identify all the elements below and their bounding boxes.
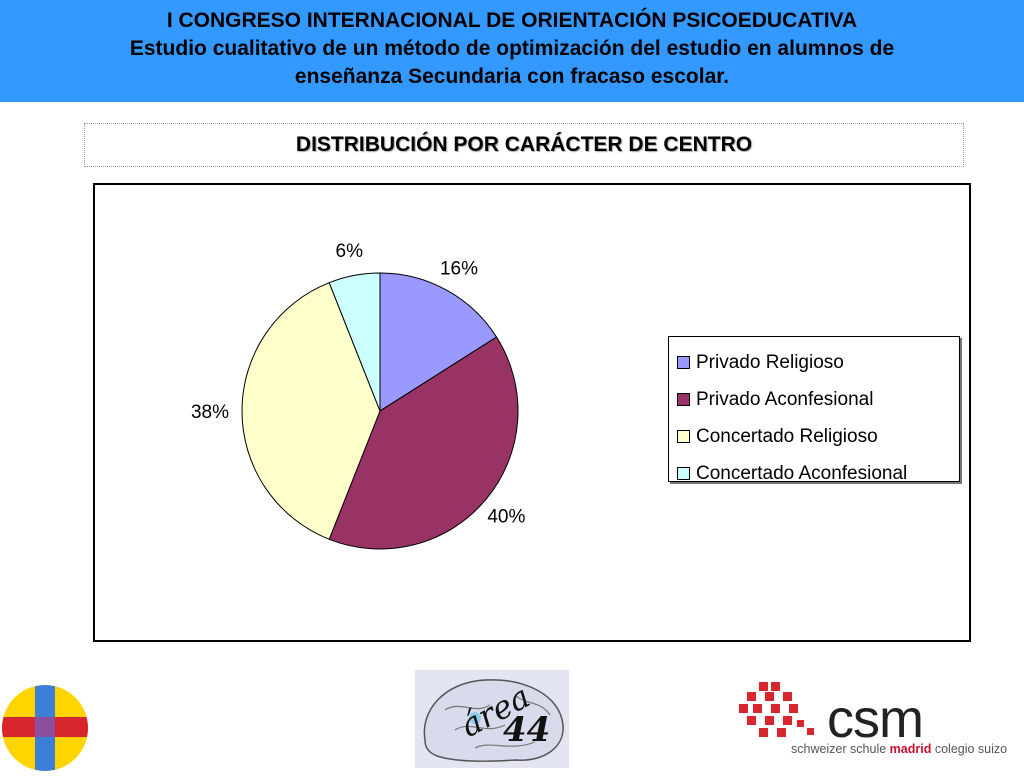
pie-slice — [379, 272, 498, 412]
legend-item: Concertado Aconfesional — [677, 455, 959, 492]
area44-logo: área 44 — [415, 670, 569, 768]
slice-label: 38% — [191, 402, 229, 423]
header-line-3: enseñanza Secundaria con fracaso escolar… — [294, 65, 730, 88]
legend-label: Privado Religioso — [696, 351, 844, 373]
csm-tag-pre: schweizer schule — [791, 742, 887, 756]
chart-title: DISTRIBUCIÓN POR CARÁCTER DE CENTRO — [295, 133, 753, 156]
csm-tag-highlight: madrid — [889, 742, 932, 756]
legend-item: Concertado Religioso — [677, 418, 959, 455]
legend-label: Concertado Religioso — [696, 425, 878, 447]
pie-slice — [328, 336, 519, 550]
header-line-1: I CONGRESO INTERNACIONAL DE ORIENTACIÓN … — [166, 9, 858, 32]
legend-swatch — [677, 393, 690, 406]
legend-item: Privado Aconfesional — [677, 381, 959, 418]
csm-logo-tagline: schweizer schule madrid colegio suizo — [791, 742, 1007, 756]
header-line-2: Estudio cualitativo de un método de opti… — [129, 37, 895, 60]
legend-swatch — [677, 430, 690, 443]
csm-logo-word: csm — [827, 689, 924, 749]
pie-slice — [241, 282, 381, 540]
chart-frame: 16% 40% 38% 6% Privado Religioso Privado Ac… — [93, 183, 971, 642]
header-banner: I CONGRESO INTERNACIONAL DE ORIENTACIÓN … — [0, 0, 1024, 102]
university-cross-logo — [0, 685, 92, 776]
csm-logo: csm schweizer schule madrid colegio suiz… — [737, 680, 1007, 760]
chart-title-box: DISTRIBUCIÓN POR CARÁCTER DE CENTRO — [84, 123, 964, 167]
slice-label: 6% — [336, 241, 364, 262]
footer-logos: área 44 csm schweizer schule madrid cole… — [0, 665, 1024, 771]
slice-label: 40% — [487, 507, 525, 528]
area-logo-number: 44 — [503, 710, 551, 750]
legend-label: Privado Aconfesional — [696, 388, 874, 410]
legend-item: Privado Religioso — [677, 344, 959, 381]
pie-slice — [328, 272, 381, 412]
csm-tag-post: colegio suizo — [934, 742, 1008, 756]
slice-label: 16% — [440, 258, 478, 279]
legend-swatch — [677, 467, 690, 480]
legend-swatch — [677, 356, 690, 369]
legend: Privado Religioso Privado Aconfesional C… — [668, 336, 960, 484]
legend-label: Concertado Aconfesional — [696, 462, 908, 484]
pie-chart: 16% 40% 38% 6% — [191, 241, 525, 550]
